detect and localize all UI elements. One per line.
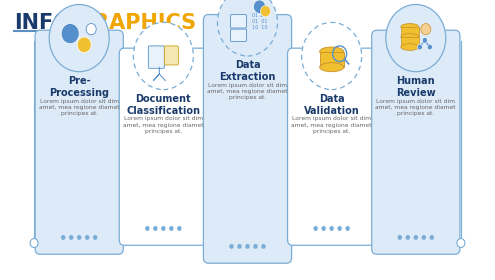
- Text: Lorem ipsum dolor sit dim
amet, mea regione diamet
principes at.: Lorem ipsum dolor sit dim amet, mea regi…: [207, 83, 288, 100]
- Circle shape: [246, 244, 249, 249]
- Text: Lorem ipsum dolor sit dim
amet, mea regione diamet
principes at.: Lorem ipsum dolor sit dim amet, mea regi…: [39, 99, 119, 116]
- Text: Lorem ipsum dolor sit dim
amet, mea regione diamet
principes at.: Lorem ipsum dolor sit dim amet, mea regi…: [376, 99, 456, 116]
- Circle shape: [338, 226, 342, 231]
- Circle shape: [405, 235, 410, 240]
- Circle shape: [346, 226, 350, 231]
- Circle shape: [30, 239, 38, 248]
- Circle shape: [145, 226, 149, 231]
- Ellipse shape: [401, 34, 419, 40]
- Circle shape: [133, 22, 194, 90]
- Text: Pre-
Processing: Pre- Processing: [49, 76, 109, 98]
- Circle shape: [169, 226, 174, 231]
- Circle shape: [386, 4, 446, 72]
- Circle shape: [61, 235, 65, 240]
- Circle shape: [397, 235, 402, 240]
- Circle shape: [330, 226, 334, 231]
- Circle shape: [86, 24, 96, 35]
- FancyBboxPatch shape: [288, 48, 376, 245]
- Text: GRAPHICS: GRAPHICS: [76, 13, 196, 33]
- Circle shape: [422, 38, 427, 43]
- Circle shape: [217, 0, 278, 56]
- Ellipse shape: [401, 44, 419, 50]
- Circle shape: [421, 24, 431, 35]
- Circle shape: [253, 244, 258, 249]
- Circle shape: [253, 0, 265, 13]
- FancyBboxPatch shape: [231, 29, 247, 41]
- Circle shape: [427, 44, 432, 50]
- Circle shape: [153, 226, 157, 231]
- Ellipse shape: [401, 24, 419, 30]
- Bar: [401, 37, 419, 47]
- Circle shape: [414, 235, 418, 240]
- Circle shape: [237, 244, 242, 249]
- Text: 01 10
01  01
10  10: 01 10 01 01 10 10: [251, 13, 267, 30]
- Circle shape: [77, 37, 91, 53]
- Circle shape: [49, 4, 109, 72]
- Circle shape: [457, 239, 465, 248]
- Circle shape: [430, 235, 434, 240]
- Circle shape: [85, 235, 90, 240]
- Circle shape: [229, 244, 234, 249]
- Circle shape: [93, 235, 98, 240]
- Text: Lorem ipsum dolor sit dim
amet, mea regione diamet
principes at.: Lorem ipsum dolor sit dim amet, mea regi…: [123, 116, 203, 134]
- Text: INFO: INFO: [14, 13, 71, 33]
- Bar: [320, 52, 344, 67]
- Circle shape: [422, 235, 426, 240]
- FancyBboxPatch shape: [231, 15, 247, 28]
- Circle shape: [161, 226, 165, 231]
- Text: Data
Validation: Data Validation: [304, 94, 359, 116]
- Ellipse shape: [320, 63, 344, 72]
- Circle shape: [260, 6, 270, 17]
- Text: Data
Extraction: Data Extraction: [219, 60, 276, 83]
- Text: Document
Classification: Document Classification: [126, 94, 200, 116]
- Circle shape: [61, 24, 79, 44]
- Circle shape: [77, 235, 81, 240]
- Circle shape: [417, 44, 422, 50]
- FancyBboxPatch shape: [148, 46, 164, 68]
- Bar: [401, 27, 419, 37]
- Text: Human
Review: Human Review: [396, 76, 436, 98]
- Circle shape: [321, 226, 326, 231]
- FancyBboxPatch shape: [119, 48, 207, 245]
- Circle shape: [261, 244, 266, 249]
- FancyBboxPatch shape: [203, 15, 292, 263]
- Circle shape: [313, 226, 318, 231]
- FancyBboxPatch shape: [35, 30, 123, 254]
- Circle shape: [177, 226, 182, 231]
- Ellipse shape: [320, 47, 344, 56]
- Circle shape: [69, 235, 73, 240]
- Circle shape: [301, 22, 362, 90]
- FancyBboxPatch shape: [372, 30, 460, 254]
- FancyBboxPatch shape: [164, 46, 178, 65]
- Text: Lorem ipsum dolor sit dim
amet, mea regione diamet
principes at.: Lorem ipsum dolor sit dim amet, mea regi…: [292, 116, 372, 134]
